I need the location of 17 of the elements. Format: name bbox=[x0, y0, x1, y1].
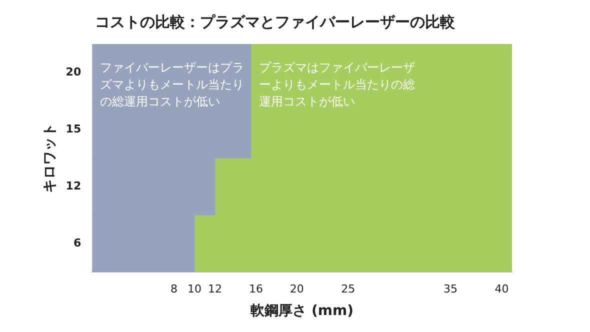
y-tick-label: 12 bbox=[66, 179, 82, 192]
x-axis-title: 軟鋼厚さ (mm) bbox=[250, 303, 354, 320]
annotation: ファイバーレーザーはプラズマよりもメートル当たりの総運用コストが低い bbox=[100, 60, 244, 109]
x-tick-label: 8 bbox=[170, 282, 178, 296]
x-tick-label: 10 bbox=[188, 282, 202, 296]
x-tick-label: 40 bbox=[494, 282, 509, 296]
x-tick-label: 16 bbox=[248, 282, 263, 296]
y-tick-label: 15 bbox=[66, 122, 82, 136]
y-tick-label: 6 bbox=[73, 236, 82, 250]
chart-title: コストの比較：プラズマとファイバーレーザーの比較 bbox=[95, 12, 456, 31]
annotation: プラズマはファイバーレーザーよりもメートル当たりの総運用コストが低い bbox=[258, 60, 415, 109]
y-axis-title: キロワット bbox=[42, 123, 58, 193]
x-tick-label: 35 bbox=[444, 282, 458, 296]
x-tick-label: 12 bbox=[208, 282, 222, 296]
y-tick-label: 20 bbox=[66, 65, 82, 78]
x-tick-label: 20 bbox=[290, 282, 304, 296]
x-tick-label: 25 bbox=[341, 282, 356, 296]
